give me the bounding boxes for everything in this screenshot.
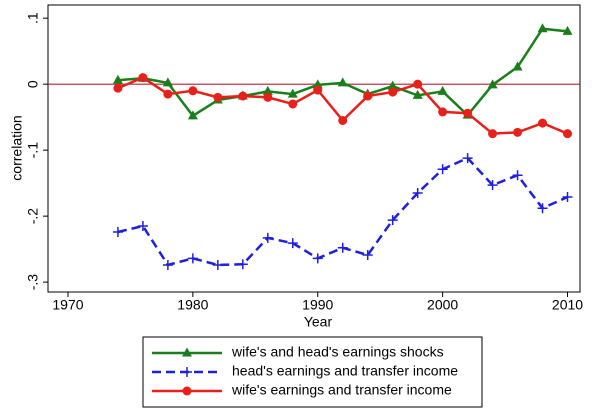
point xyxy=(463,108,473,118)
point xyxy=(262,85,273,95)
x-tick-label: 2010 xyxy=(552,297,583,313)
point xyxy=(513,127,523,137)
point xyxy=(537,203,548,214)
x-axis-label: Year xyxy=(304,314,333,330)
point xyxy=(462,153,473,164)
point xyxy=(313,85,323,95)
point xyxy=(412,89,423,99)
y-tick-label: 0 xyxy=(25,80,41,88)
point xyxy=(563,129,573,139)
point xyxy=(387,80,398,90)
legend-marker xyxy=(182,347,192,357)
point xyxy=(312,79,323,89)
y-tick-label: -.2 xyxy=(25,208,41,225)
point xyxy=(138,73,148,83)
y-tick-label: -.3 xyxy=(25,274,41,291)
point xyxy=(437,85,448,95)
legend-label: wife's and head's earnings shocks xyxy=(231,344,444,360)
point xyxy=(512,61,523,71)
legend-marker xyxy=(182,367,192,377)
point xyxy=(337,242,348,253)
point xyxy=(538,118,548,128)
point xyxy=(387,215,398,226)
point xyxy=(537,23,548,33)
legend-label: wife's earnings and transfer income xyxy=(231,382,452,398)
point xyxy=(487,180,498,191)
y-tick-label: -.1 xyxy=(25,142,41,159)
point xyxy=(487,79,498,89)
point xyxy=(237,259,248,270)
point xyxy=(488,129,498,139)
point xyxy=(212,259,223,270)
point xyxy=(512,170,523,181)
x-tick-label: 1990 xyxy=(302,297,333,313)
point xyxy=(137,221,148,232)
x-tick-label: 2000 xyxy=(427,297,458,313)
legend-label: head's earnings and transfer income xyxy=(232,363,458,379)
point xyxy=(112,226,123,237)
point xyxy=(363,91,373,101)
x-tick-label: 1980 xyxy=(177,297,208,313)
point xyxy=(562,191,573,202)
point xyxy=(413,79,423,89)
point xyxy=(388,87,398,97)
y-axis-label: correlation xyxy=(9,115,25,180)
point xyxy=(262,232,273,243)
point xyxy=(263,92,273,102)
point xyxy=(162,259,173,270)
point xyxy=(362,250,373,261)
x-tick-label: 1970 xyxy=(52,297,83,313)
plot-frame xyxy=(47,4,581,293)
point xyxy=(162,77,173,87)
point xyxy=(188,86,198,96)
point xyxy=(337,77,348,87)
point xyxy=(112,74,123,84)
y-tick-label: .1 xyxy=(25,12,41,24)
point xyxy=(437,164,448,175)
point xyxy=(412,188,423,199)
point xyxy=(338,115,348,125)
legend-marker xyxy=(182,386,192,396)
point xyxy=(438,107,448,117)
point xyxy=(213,92,223,102)
point xyxy=(562,25,573,35)
point xyxy=(163,89,173,99)
point xyxy=(187,110,198,120)
point xyxy=(238,91,248,101)
point xyxy=(113,83,123,93)
point xyxy=(287,238,298,249)
point xyxy=(288,99,298,109)
point xyxy=(287,88,298,98)
point xyxy=(312,253,323,264)
point xyxy=(187,253,198,264)
